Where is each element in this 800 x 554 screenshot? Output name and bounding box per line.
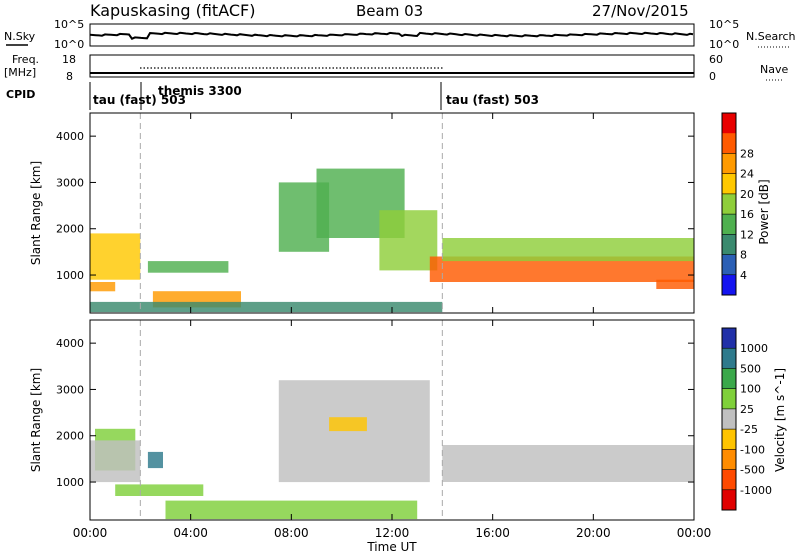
beam-title: Beam 03 bbox=[356, 2, 423, 20]
colorbar-swatch bbox=[722, 133, 736, 154]
colorbar-tick-label: 8 bbox=[740, 249, 747, 262]
noise-left-tick-bottom: 10^0 bbox=[54, 38, 84, 51]
y-tick-label: 3000 bbox=[56, 176, 84, 189]
noise-right-label: N.Search bbox=[746, 30, 796, 43]
y-tick-label: 4000 bbox=[56, 130, 84, 143]
colorbar-tick-label: -25 bbox=[740, 423, 758, 436]
colorbar-tick-label: 1000 bbox=[740, 342, 768, 355]
heatmap-region bbox=[147, 261, 229, 273]
freq-right-tick-bottom: 0 bbox=[709, 70, 716, 83]
x-tick-label: 20:00 bbox=[576, 526, 611, 540]
noise-panel: N.Sky 10^5 10^0 10^5 10^0 N.Search bbox=[4, 18, 796, 51]
heatmap-region bbox=[147, 451, 163, 469]
cpid-panel: CPID tau (fast) 503 themis 3300 tau (fas… bbox=[6, 82, 539, 110]
velocity-colorbar-label: Velocity [m s^-1] bbox=[773, 368, 787, 472]
velocity-heatmap bbox=[90, 320, 694, 520]
station-title: Kapuskasing (fitACF) bbox=[90, 1, 255, 20]
colorbar-swatch bbox=[722, 274, 736, 296]
colorbar-tick-label: 12 bbox=[740, 228, 754, 241]
velocity-colorbar: 1000 500 100 25 -25 -100 -500 -1000 bbox=[721, 327, 772, 511]
freq-right-tick-top: 60 bbox=[709, 53, 723, 66]
y-tick-label: 2000 bbox=[56, 430, 84, 443]
colorbar-swatch bbox=[722, 328, 736, 349]
date-title: 27/Nov/2015 bbox=[592, 2, 689, 20]
x-tick-label: 16:00 bbox=[475, 526, 510, 540]
cpid-label: CPID bbox=[6, 88, 35, 101]
colorbar-swatch bbox=[722, 173, 736, 195]
colorbar-swatch bbox=[722, 153, 736, 175]
noise-right-tick-top: 10^5 bbox=[709, 18, 739, 31]
colorbar-swatch bbox=[722, 489, 736, 511]
colorbar-swatch bbox=[722, 469, 736, 491]
colorbar-swatch bbox=[722, 429, 736, 450]
colorbar-swatch bbox=[722, 214, 736, 235]
colorbar-tick-label: 500 bbox=[740, 362, 761, 375]
colorbar-tick-label: -100 bbox=[740, 443, 765, 456]
x-axis-label: Time UT bbox=[366, 540, 417, 554]
colorbar-swatch bbox=[722, 234, 736, 255]
cpid-segment-2: themis 3300 bbox=[158, 84, 242, 98]
colorbar-swatch bbox=[722, 113, 736, 134]
freq-left-tick-top: 18 bbox=[62, 53, 76, 66]
heatmap-region bbox=[90, 301, 443, 313]
x-tick-label: 08:00 bbox=[274, 526, 309, 540]
colorbar-tick-label: 20 bbox=[740, 188, 754, 201]
noise-left-tick-top: 10^5 bbox=[54, 18, 84, 31]
heatmap-region bbox=[379, 210, 438, 271]
heatmap-region bbox=[165, 500, 418, 520]
y-tick-label: 4000 bbox=[56, 337, 84, 350]
x-tick-label: 04:00 bbox=[173, 526, 208, 540]
y-tick-label: 3000 bbox=[56, 383, 84, 396]
freq-right-label: Nave bbox=[760, 63, 788, 76]
power-heatmap bbox=[90, 113, 695, 313]
cpid-segment-3: tau (fast) 503 bbox=[446, 93, 539, 107]
colorbar-tick-label: 4 bbox=[740, 269, 747, 282]
power-colorbar: 4 8 12 16 20 24 28 bbox=[721, 112, 754, 296]
power-colorbar-label: Power [dB] bbox=[757, 179, 771, 244]
heatmap-region bbox=[656, 279, 695, 289]
x-tick-label: 12:00 bbox=[375, 526, 410, 540]
heatmap-region bbox=[442, 238, 694, 262]
colorbar-swatch bbox=[722, 388, 736, 410]
noise-right-tick-bottom: 10^0 bbox=[709, 38, 739, 51]
heatmap-region bbox=[329, 417, 367, 432]
y-tick-label: 1000 bbox=[56, 269, 84, 282]
x-axis: 00:00 04:00 08:00 12:00 16:00 20:00 00:00 bbox=[73, 113, 712, 540]
x-tick-label: 00:00 bbox=[73, 526, 108, 540]
colorbar-tick-label: -500 bbox=[740, 464, 765, 477]
x-tick-label: 00:00 bbox=[677, 526, 712, 540]
freq-label-line1: Freq. bbox=[12, 53, 39, 66]
freq-label-line2: [MHz] bbox=[4, 66, 36, 79]
colorbar-tick-label: 16 bbox=[740, 208, 754, 221]
power-ylabel: Slant Range [km] bbox=[29, 161, 43, 265]
heatmap-region bbox=[90, 440, 141, 483]
freq-left-tick-bottom: 8 bbox=[66, 70, 73, 83]
heatmap-region bbox=[278, 380, 430, 483]
colorbar-tick-label: 100 bbox=[740, 383, 761, 396]
colorbar-swatch bbox=[722, 368, 736, 390]
freq-panel: Freq. [MHz] 18 8 60 0 Nave bbox=[4, 53, 788, 83]
colorbar-swatch bbox=[722, 193, 736, 215]
heatmap-region bbox=[90, 233, 141, 280]
colorbar-swatch bbox=[722, 254, 736, 276]
noise-left-label: N.Sky bbox=[4, 30, 36, 43]
y-tick-label: 1000 bbox=[56, 476, 84, 489]
colorbar-swatch bbox=[722, 408, 736, 430]
colorbar-swatch bbox=[722, 449, 736, 470]
colorbar-tick-label: 28 bbox=[740, 147, 754, 160]
velocity-ylabel: Slant Range [km] bbox=[29, 368, 43, 472]
heatmap-region bbox=[90, 282, 116, 292]
heatmap-region bbox=[442, 445, 694, 482]
velocity-panel: 1000 2000 3000 4000 Slant Range [km] bbox=[29, 319, 695, 521]
heatmap-region bbox=[115, 484, 204, 496]
cpid-segment-1: tau (fast) 503 bbox=[93, 93, 186, 107]
power-panel: 1000 2000 3000 4000 Slant Range [km] bbox=[29, 112, 695, 314]
colorbar-tick-label: 25 bbox=[740, 403, 754, 416]
colorbar-tick-label: 24 bbox=[740, 168, 754, 181]
y-tick-label: 2000 bbox=[56, 223, 84, 236]
colorbar-swatch bbox=[722, 348, 736, 369]
colorbar-tick-label: -1000 bbox=[740, 484, 772, 497]
